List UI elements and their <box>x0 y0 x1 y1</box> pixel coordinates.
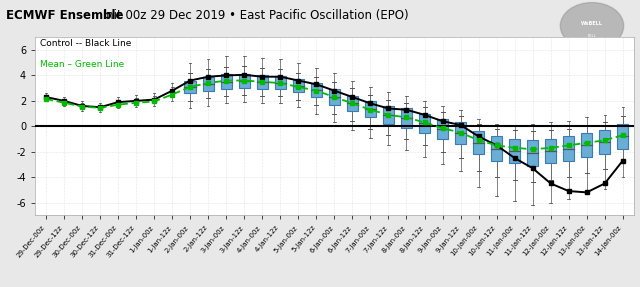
Bar <box>401 108 412 127</box>
Bar <box>221 74 232 90</box>
Bar <box>509 139 520 163</box>
Text: ECMWF Ensemble: ECMWF Ensemble <box>6 9 124 22</box>
Text: Mean – Green Line: Mean – Green Line <box>40 61 124 69</box>
Bar <box>473 131 484 154</box>
Ellipse shape <box>561 3 624 49</box>
Bar <box>437 119 448 139</box>
Bar <box>239 73 250 88</box>
Bar <box>275 76 286 90</box>
Bar <box>527 140 538 166</box>
Bar <box>599 130 611 154</box>
Text: Control -- Black Line: Control -- Black Line <box>40 39 131 48</box>
Bar <box>292 79 304 92</box>
Bar <box>365 101 376 117</box>
Text: BELL: BELL <box>588 34 596 38</box>
Bar <box>491 136 502 161</box>
Text: WxBELL: WxBELL <box>581 21 603 26</box>
Bar <box>257 75 268 90</box>
Bar <box>329 90 340 105</box>
Bar <box>419 114 430 133</box>
Bar <box>545 139 556 163</box>
Bar <box>383 106 394 124</box>
Text: Init 00z 29 Dec 2019 • East Pacific Oscillation (EPO): Init 00z 29 Dec 2019 • East Pacific Osci… <box>99 9 409 22</box>
Bar <box>581 133 593 157</box>
Bar <box>563 136 575 161</box>
Bar <box>617 124 628 149</box>
Bar <box>184 81 196 93</box>
Bar <box>310 83 322 97</box>
Bar <box>202 77 214 91</box>
Bar <box>347 96 358 111</box>
Bar <box>455 123 467 144</box>
